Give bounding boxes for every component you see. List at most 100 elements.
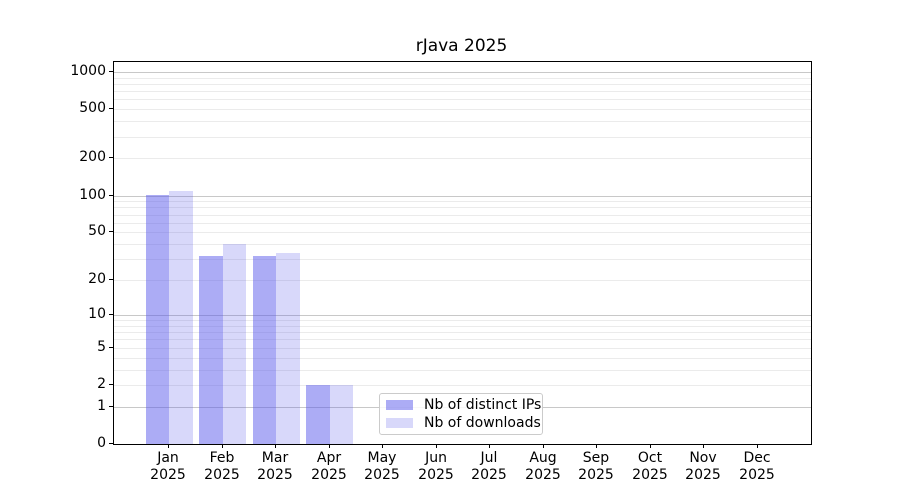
y-tick (109, 406, 113, 407)
x-tick-label: May 2025 (350, 450, 414, 483)
x-tick-label-year: 2025 (578, 466, 614, 483)
x-tick (650, 444, 651, 448)
y-tick (109, 231, 113, 232)
bar-downloads (276, 252, 300, 444)
x-tick-label-month: Sep (582, 450, 610, 466)
gridline-major (114, 196, 811, 197)
x-tick-label-month: Jun (425, 450, 447, 466)
x-tick-label-month: Mar (261, 450, 289, 466)
x-tick (329, 444, 330, 448)
y-tick (109, 157, 113, 158)
bar-downloads (169, 190, 193, 444)
y-tick (109, 279, 113, 280)
legend-label-distinct-ips: Nb of distinct IPs (424, 397, 542, 413)
x-tick-label: Jan 2025 (136, 450, 200, 483)
y-tick (109, 443, 113, 444)
x-tick-label-month: Oct (637, 450, 663, 466)
y-tick-label: 20 (88, 271, 106, 287)
y-tick (109, 384, 113, 385)
x-tick (436, 444, 437, 448)
y-tick-label: 5 (97, 339, 106, 355)
y-tick-label: 10 (88, 306, 106, 322)
gridline-minor (114, 339, 811, 340)
gridline-minor (114, 358, 811, 359)
legend-item-distinct-ips: Nb of distinct IPs (380, 396, 542, 414)
x-tick (275, 444, 276, 448)
gridline-minor (114, 84, 811, 85)
x-tick (596, 444, 597, 448)
x-tick-label-month: Nov (689, 450, 717, 466)
x-tick (222, 444, 223, 448)
x-tick-label-year: 2025 (150, 466, 186, 483)
x-tick-label: Feb 2025 (190, 450, 254, 483)
gridline-minor (114, 99, 811, 100)
gridline-minor (114, 385, 811, 386)
plot-area (113, 61, 812, 445)
x-tick-label: Nov 2025 (671, 450, 735, 483)
y-tick-label: 1000 (70, 63, 106, 79)
x-tick-label-year: 2025 (739, 466, 775, 483)
x-tick-label-year: 2025 (257, 466, 293, 483)
gridline-minor (114, 78, 811, 79)
bar-distinct-ips (145, 195, 170, 444)
gridline-minor (114, 215, 811, 216)
y-tick-label: 1 (97, 398, 106, 414)
y-tick-label: 500 (79, 100, 106, 116)
gridline-minor (114, 109, 811, 110)
gridline-major (114, 72, 811, 73)
x-tick-label-year: 2025 (311, 466, 347, 483)
y-tick (109, 195, 113, 196)
x-tick (757, 444, 758, 448)
gridline-minor (114, 137, 811, 138)
y-tick-label: 0 (97, 435, 106, 451)
gridline-minor (114, 370, 811, 371)
x-tick-label-year: 2025 (418, 466, 454, 483)
x-tick (168, 444, 169, 448)
x-tick (703, 444, 704, 448)
gridline-minor (114, 280, 811, 281)
x-tick-label-month: Aug (529, 450, 557, 466)
x-tick (382, 444, 383, 448)
x-tick-label: Dec 2025 (725, 450, 789, 483)
x-tick-label: Mar 2025 (243, 450, 307, 483)
gridline-minor (114, 91, 811, 92)
gridline-minor (114, 207, 811, 208)
chart-title: rJava 2025 (415, 36, 508, 56)
x-tick-label-month: Feb (209, 450, 235, 466)
x-tick (543, 444, 544, 448)
bar-downloads (329, 385, 354, 444)
bar-downloads (222, 244, 247, 444)
y-tick-label: 100 (79, 187, 106, 203)
gridline-minor (114, 320, 811, 321)
y-tick-label: 2 (97, 376, 106, 392)
x-tick-label: Jun 2025 (404, 450, 468, 483)
y-tick (109, 71, 113, 72)
x-tick-label: Apr 2025 (297, 450, 361, 483)
legend-label-downloads: Nb of downloads (424, 415, 541, 431)
bar-distinct-ips (252, 255, 277, 444)
gridline-minor (114, 244, 811, 245)
y-tick (109, 108, 113, 109)
x-tick-label-year: 2025 (685, 466, 721, 483)
x-tick (489, 444, 490, 448)
x-tick-label-month: Dec (743, 450, 771, 466)
gridline-minor (114, 201, 811, 202)
y-tick-label: 200 (79, 149, 106, 165)
x-tick-label: Sep 2025 (564, 450, 628, 483)
gridline-minor (114, 326, 811, 327)
y-tick (109, 347, 113, 348)
x-tick-label-year: 2025 (364, 466, 400, 483)
gridline-minor (114, 232, 811, 233)
gridline-minor (114, 332, 811, 333)
x-tick-label: Aug 2025 (511, 450, 575, 483)
x-tick-label-year: 2025 (632, 466, 668, 483)
gridline-minor (114, 121, 811, 122)
legend-item-downloads: Nb of downloads (380, 414, 542, 432)
x-tick-label-year: 2025 (204, 466, 240, 483)
gridline-major (114, 315, 811, 316)
x-tick-label: Jul 2025 (457, 450, 521, 483)
x-tick-label-month: Jul (480, 450, 498, 466)
legend: Nb of distinct IPs Nb of downloads (379, 393, 543, 435)
x-tick-label-month: Jan (157, 450, 179, 466)
